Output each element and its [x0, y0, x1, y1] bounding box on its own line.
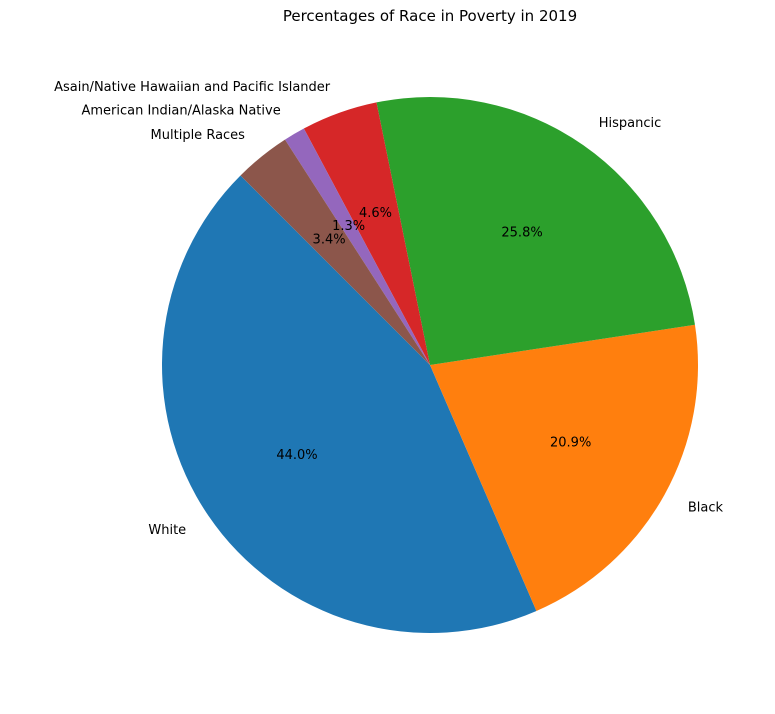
pie-slice-black: [430, 324, 698, 611]
slice-label-multiple-races: Multiple Races: [151, 128, 246, 143]
pie-slice-white: [161, 175, 537, 634]
slice-label-hispancic: Hispancic: [599, 116, 662, 131]
pie-slice-american-indian-alaska-native: [284, 128, 430, 365]
slice-percent-hispancic: 25.8%: [501, 226, 542, 241]
slice-percent-white: 44.0%: [276, 448, 317, 463]
slice-label-asain-native-hawaiian-and-pacific-islander: Asain/Native Hawaiian and Pacific Island…: [54, 80, 331, 95]
slice-percent-multiple-races: 3.4%: [313, 232, 346, 247]
pie-slice-hispancic: [376, 97, 695, 365]
pie-slice-multiple-races: [240, 139, 430, 365]
slice-label-black: Black: [688, 500, 724, 515]
pie-slice-asain-native-hawaiian-and-pacific-islander: [303, 102, 430, 365]
pie-slices: [161, 97, 698, 634]
slice-percent-asain-native-hawaiian-and-pacific-islander: 4.6%: [359, 206, 392, 221]
pie-labels: White 44.0% Black 20.9% Hispancic 25.8% Asain/…: [54, 80, 723, 538]
slice-label-white: White: [148, 523, 186, 538]
chart-title: Percentages of Race in Poverty in 2019: [283, 7, 577, 25]
slice-percent-black: 20.9%: [550, 435, 591, 450]
slice-percent-american-indian-alaska-native: 1.3%: [332, 219, 365, 234]
slice-label-american-indian-alaska-native: American Indian/Alaska Native: [81, 103, 280, 118]
